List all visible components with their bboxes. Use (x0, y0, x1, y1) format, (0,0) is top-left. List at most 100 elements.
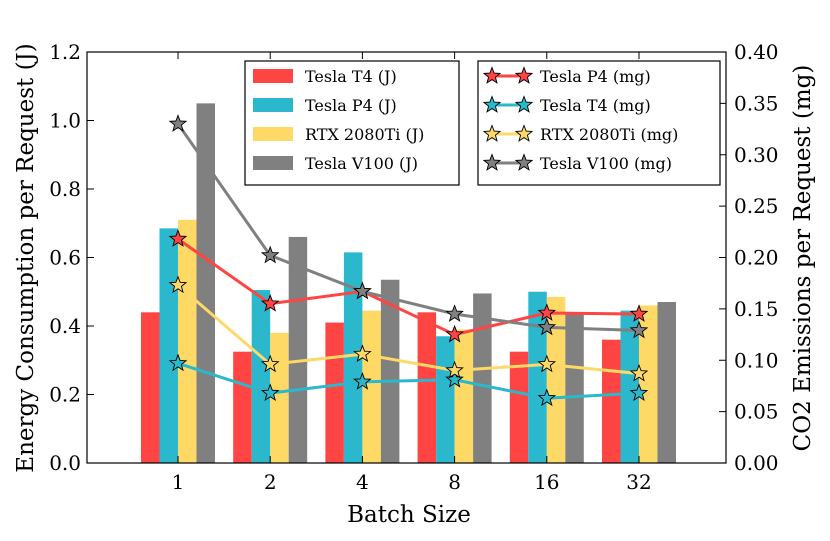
marker-tesla-t4-mg-2 (260, 383, 280, 402)
marker-tesla-v100-mg-16 (537, 317, 557, 336)
line-rtx-2080ti-mg (177, 284, 640, 376)
y-right-tick-label-0.15: 0.15 (734, 297, 779, 321)
y-left-tick-label-0.0: 0.0 (49, 451, 81, 475)
legend-marker-a-tesla-t4-mg (482, 95, 502, 113)
legend-label-p4-j: Tesla P4 (J) (305, 96, 397, 115)
y-right-tick-label-0.25: 0.25 (734, 194, 779, 218)
ticks-layer: 0.0 0.2 0.4 0.6 0.8 1.0 1.2 0.00 0.05 0.10 0.15 0.2… (49, 40, 778, 494)
legend-swatch-2080ti-j (253, 127, 293, 141)
y-right-tick-label-0.35: 0.35 (734, 91, 779, 115)
legend-marker-b-rtx-2080ti-mg (514, 124, 534, 142)
bar-tesla-t4-j-32 (602, 339, 621, 463)
bar-tesla-t4-j-4 (325, 322, 344, 463)
bar-tesla-v100-j-8 (473, 293, 492, 463)
legend-marker-a-rtx-2080ti-mg (482, 124, 502, 142)
marker-rtx-2080ti-mg-1 (168, 275, 188, 294)
y-right-tick-label-0.20: 0.20 (734, 246, 779, 270)
legend-label-v100-mg: Tesla V100 (mg) (540, 154, 672, 173)
x-tick-label-32: 32 (626, 470, 651, 494)
bar-tesla-v100-j-1 (196, 103, 215, 464)
line-tesla-v100-mg (176, 123, 640, 332)
x-tick-label-16: 16 (534, 470, 559, 494)
marker-tesla-v100-mg-4 (353, 281, 372, 300)
marker-tesla-t4-mg-16 (537, 388, 557, 407)
legend-label-v100-j: Tesla V100 (J) (305, 154, 418, 173)
marker-rtx-2080ti-mg-8 (445, 360, 464, 379)
legend-swatch-v100-j (253, 156, 293, 170)
y-left-tick-label-1.2: 1.2 (49, 40, 81, 64)
bar-tesla-t4-j-8 (417, 312, 437, 463)
bar-tesla-p4-j-1 (159, 228, 178, 463)
legend-bars: Tesla T4 (J) Tesla P4 (J) RTX 2080Ti (J)… (244, 60, 460, 186)
y-right-tick-label-0.30: 0.30 (734, 143, 779, 167)
legend-marker-a-tesla-v100-mg (482, 153, 502, 171)
lines-layer (168, 114, 649, 407)
marker-rtx-2080ti-mg-2 (260, 354, 280, 373)
legend-label-2080ti-mg: RTX 2080Ti (mg) (540, 125, 678, 144)
marker-rtx-2080ti-mg-32 (629, 363, 649, 382)
marker-tesla-t4-mg-8 (445, 370, 464, 388)
y-right-tick-label-0.05: 0.05 (734, 400, 779, 424)
line-tesla-t4-mg (177, 361, 640, 400)
bars-layer (141, 103, 676, 464)
y-left-tick-label-0.2: 0.2 (49, 383, 81, 407)
marker-tesla-p4-mg-16 (537, 303, 557, 321)
y-right-tick-label-0.40: 0.40 (734, 40, 779, 64)
y-left-tick-label-0.6: 0.6 (49, 246, 81, 270)
bar-tesla-v100-j-16 (565, 312, 584, 463)
bar-rtx-2080ti-j-32 (639, 305, 658, 463)
bar-tesla-v100-j-32 (657, 302, 676, 463)
bar-rtx-2080ti-j-2 (270, 332, 289, 463)
legend-marker-b-tesla-v100-mg (514, 153, 534, 171)
marker-tesla-p4-mg-1 (168, 229, 188, 247)
marker-tesla-t4-mg-32 (629, 383, 649, 402)
bar-tesla-p4-j-32 (620, 310, 639, 463)
bar-tesla-t4-j-16 (509, 351, 529, 463)
legend-marker-b-tesla-p4-mg (514, 66, 534, 84)
marker-rtx-2080ti-mg-16 (537, 354, 557, 373)
marker-tesla-v100-mg-2 (260, 245, 280, 264)
marker-tesla-p4-mg-8 (445, 324, 464, 343)
legend-marker-a-tesla-p4-mg (482, 66, 502, 84)
y-axis-left-label: Energy Consumption per Request (J) (13, 43, 39, 472)
y-left-tick-label-0.8: 0.8 (49, 177, 81, 201)
bar-rtx-2080ti-j-4 (362, 310, 381, 463)
marker-tesla-v100-mg-32 (629, 320, 649, 339)
legend-label-t4-mg: Tesla T4 (mg) (540, 96, 651, 115)
bar-tesla-p4-j-2 (251, 290, 271, 463)
y-right-tick-label-0.00: 0.00 (734, 451, 779, 475)
bar-tesla-v100-j-4 (380, 279, 400, 463)
marker-tesla-p4-mg-32 (629, 304, 649, 322)
bar-tesla-p4-j-16 (528, 291, 547, 463)
y-left-tick-label-0.4: 0.4 (49, 314, 81, 338)
legend-marker-b-tesla-t4-mg (514, 95, 534, 113)
x-axis-label: Batch Size (347, 502, 471, 528)
line-tesla-p4-mg (177, 237, 640, 337)
x-tick-label-2: 2 (264, 470, 277, 494)
x-tick-label-1: 1 (172, 470, 185, 494)
bar-tesla-p4-j-8 (436, 336, 455, 463)
legend-swatch-t4-j (253, 69, 293, 83)
legend-lines: Tesla P4 (mg) Tesla T4 (mg) RTX 2080Ti (… (477, 60, 721, 186)
bar-tesla-t4-j-1 (141, 312, 160, 463)
legend-label-t4-j: Tesla T4 (J) (305, 67, 397, 86)
legend-label-2080ti-j: RTX 2080Ti (J) (305, 125, 424, 144)
marker-tesla-p4-mg-2 (260, 293, 280, 312)
marker-tesla-v100-mg-8 (445, 304, 464, 322)
bar-rtx-2080ti-j-16 (546, 296, 566, 463)
x-tick-label-8: 8 (448, 470, 461, 494)
legend-label-p4-mg: Tesla P4 (mg) (540, 67, 651, 86)
bar-rtx-2080ti-j-1 (178, 219, 197, 463)
bar-tesla-p4-j-4 (343, 252, 363, 463)
marker-tesla-v100-mg-1 (168, 114, 188, 132)
y-axis-right-label: CO2 Emissions per Request (mg) (790, 65, 816, 452)
marker-tesla-t4-mg-4 (353, 372, 372, 390)
marker-rtx-2080ti-mg-4 (353, 344, 372, 362)
bar-rtx-2080ti-j-8 (454, 329, 474, 463)
legend-swatch-p4-j (253, 98, 293, 112)
bar-tesla-t4-j-2 (233, 351, 252, 463)
bar-tesla-v100-j-2 (288, 236, 308, 463)
x-tick-label-4: 4 (356, 470, 369, 494)
marker-tesla-t4-mg-1 (168, 353, 188, 372)
